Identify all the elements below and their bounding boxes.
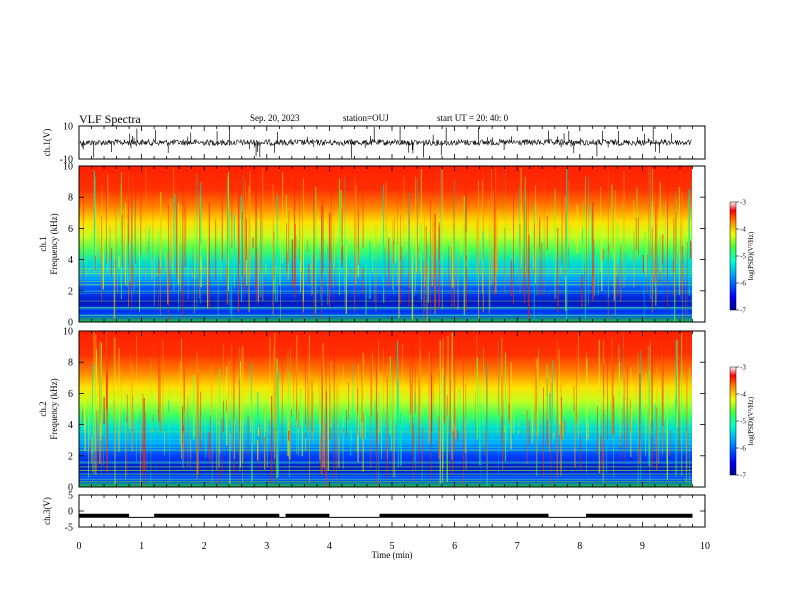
- ch3-signal-xtick-label: 0: [77, 541, 82, 552]
- ch2-spectrogram-colorbar-tick-label: -4: [740, 391, 746, 399]
- ch3-signal-ytick-label: -5: [65, 523, 73, 534]
- ch1-waveform-ytick-label: -10: [60, 155, 73, 166]
- ch2-spectrogram-ylabel-frequency: Frequency (kHz): [49, 378, 59, 439]
- ch3-signal-xtick-label: 9: [640, 541, 645, 552]
- ch3-signal-ytick-label: 0: [68, 507, 73, 518]
- ch2-spectrogram-ytick-label: 10: [63, 327, 73, 338]
- ch3-signal-ylabel: ch.3(V): [42, 497, 52, 525]
- ch1-spectrogram-colorbar-tick-label: -3: [740, 199, 746, 207]
- ch1-waveform-trace: [79, 138, 692, 147]
- ch1-spectrogram-background: [79, 166, 692, 322]
- ch1-spectrogram-ytick-label: 8: [68, 193, 73, 204]
- ch2-spectrogram-colorbar-tick-label: -6: [740, 445, 746, 453]
- ch2-spectrogram-colorbar-label: log(PSD)(V²/Hz): [747, 396, 755, 445]
- ch3-signal-xtick-label: 1: [139, 541, 144, 552]
- ch1-spectrogram-ylabel-frequency: Frequency (kHz): [49, 213, 59, 274]
- ch2-spectrogram-ytick-label: 8: [68, 358, 73, 369]
- ch3-signal-xtick-label: 10: [700, 541, 710, 552]
- ch3-signal-xtick-label: 8: [577, 541, 582, 552]
- ch1-spectrogram-colorbar-tick-label: -7: [740, 307, 746, 315]
- ch2-spectrogram-colorbar-tick-label: -5: [740, 418, 746, 426]
- ch1-spectrogram-colorbar-tick-label: -5: [740, 253, 746, 261]
- date-label: Sep. 20, 2023: [250, 113, 300, 123]
- ch1-spectrogram-ytick-label: 0: [68, 318, 73, 329]
- ch1-spectrogram-ytick-label: 4: [68, 255, 73, 266]
- ch2-spectrogram-ytick-label: 2: [68, 451, 73, 462]
- ch1-spectrogram-colorbar-label: log(PSD)(V²/Hz): [747, 231, 755, 280]
- ch1-spectrogram-colorbar-tick-label: -4: [740, 226, 746, 234]
- ch3-signal-xtick-label: 4: [327, 541, 332, 552]
- ch3-signal-xtick-label: 3: [264, 541, 269, 552]
- start-time-label: start UT = 20: 40: 0: [437, 113, 509, 123]
- ch2-spectrogram-ylabel-channel: ch.2: [38, 401, 48, 416]
- ch2-spectrogram-colorbar-tick-label: -3: [740, 364, 746, 372]
- ch1-waveform-ylabel: ch.1(V): [42, 129, 52, 157]
- ch2-spectrogram-colorbar-tick-label: -7: [740, 472, 746, 480]
- ch2-spectrogram-ytick-label: 6: [68, 389, 73, 400]
- ch2-spectrogram-ytick-label: 4: [68, 420, 73, 431]
- ch3-signal-xtick-label: 6: [452, 541, 457, 552]
- ch1-spectrogram-colorbar: [729, 201, 737, 311]
- ch1-spectrogram-ytick-label: 6: [68, 224, 73, 235]
- ch2-spectrogram-colorbar: [729, 366, 737, 476]
- chart-title: VLF Spectra: [79, 112, 141, 126]
- ch1-spectrogram-ytick-label: 10: [63, 162, 73, 173]
- ch1-spectrogram-colorbar-tick-label: -6: [740, 280, 746, 288]
- ch1-waveform-ytick-label: 10: [63, 122, 73, 133]
- ch1-spectrogram-ylabel-channel: ch.1: [38, 236, 48, 251]
- station-label: station=OUJ: [343, 113, 389, 123]
- ch3-signal-xtick-label: 2: [202, 541, 207, 552]
- ch3-signal-xtick-label: 7: [515, 541, 520, 552]
- ch1-spectrogram-ytick-label: 2: [68, 286, 73, 297]
- ch3-signal-ytick-label: 5: [68, 491, 73, 502]
- ch3-signal-xtick-label: 5: [390, 541, 395, 552]
- ch3-signal-xlabel: Time (min): [372, 550, 413, 560]
- ch2-spectrogram-ytick-label: 0: [68, 483, 73, 494]
